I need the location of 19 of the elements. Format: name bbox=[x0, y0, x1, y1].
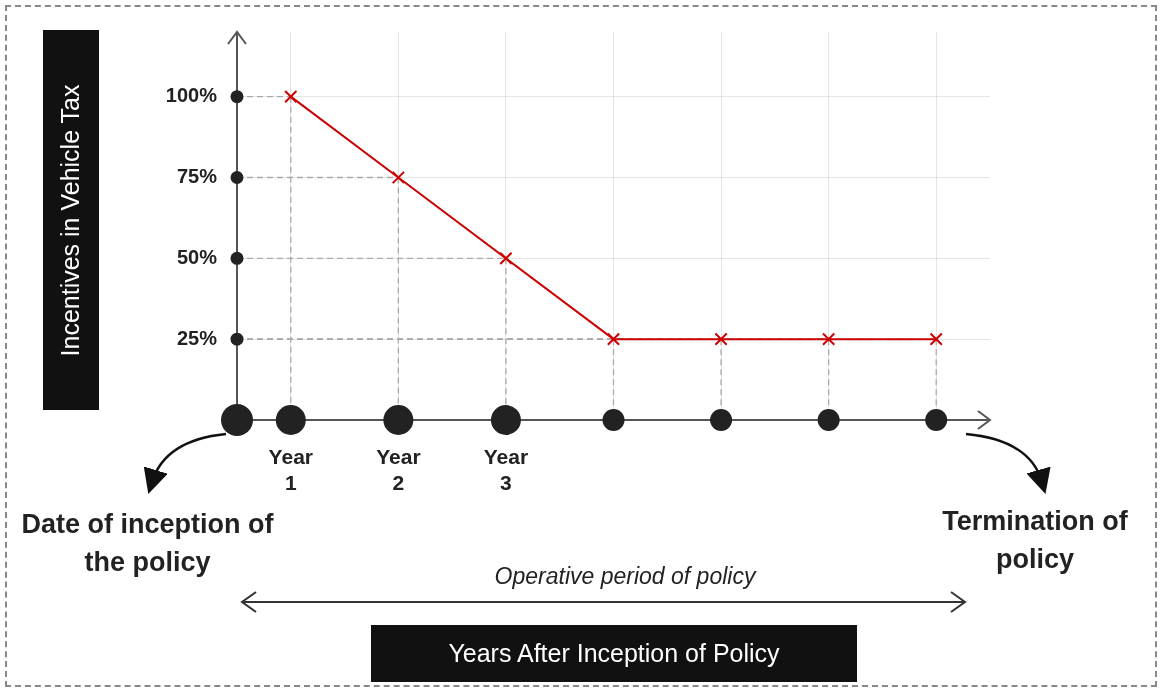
point bbox=[821, 332, 836, 346]
y-tick-label: 50% bbox=[176, 245, 218, 268]
point bbox=[391, 170, 406, 185]
text: Operative period of policy bbox=[493, 563, 758, 590]
y-tick-label: 75% bbox=[176, 165, 218, 188]
y-tick-label: 25% bbox=[176, 326, 218, 349]
text: Date of inception of the policy bbox=[20, 508, 275, 579]
y-tick-label: 100% bbox=[165, 84, 218, 107]
text: Years After Inception of Policy bbox=[371, 625, 857, 682]
point bbox=[606, 332, 621, 346]
point bbox=[284, 90, 298, 104]
y-axis-title: Incentives in Vehicle Tax bbox=[56, 84, 86, 356]
point bbox=[714, 332, 728, 346]
text: Termination of policy bbox=[941, 505, 1129, 576]
x-tick-label: Year 2 bbox=[376, 445, 421, 494]
x-tick-label: Year 1 bbox=[268, 445, 313, 494]
point bbox=[929, 332, 943, 346]
point bbox=[499, 251, 513, 265]
x-tick-label: Year 3 bbox=[483, 445, 529, 494]
